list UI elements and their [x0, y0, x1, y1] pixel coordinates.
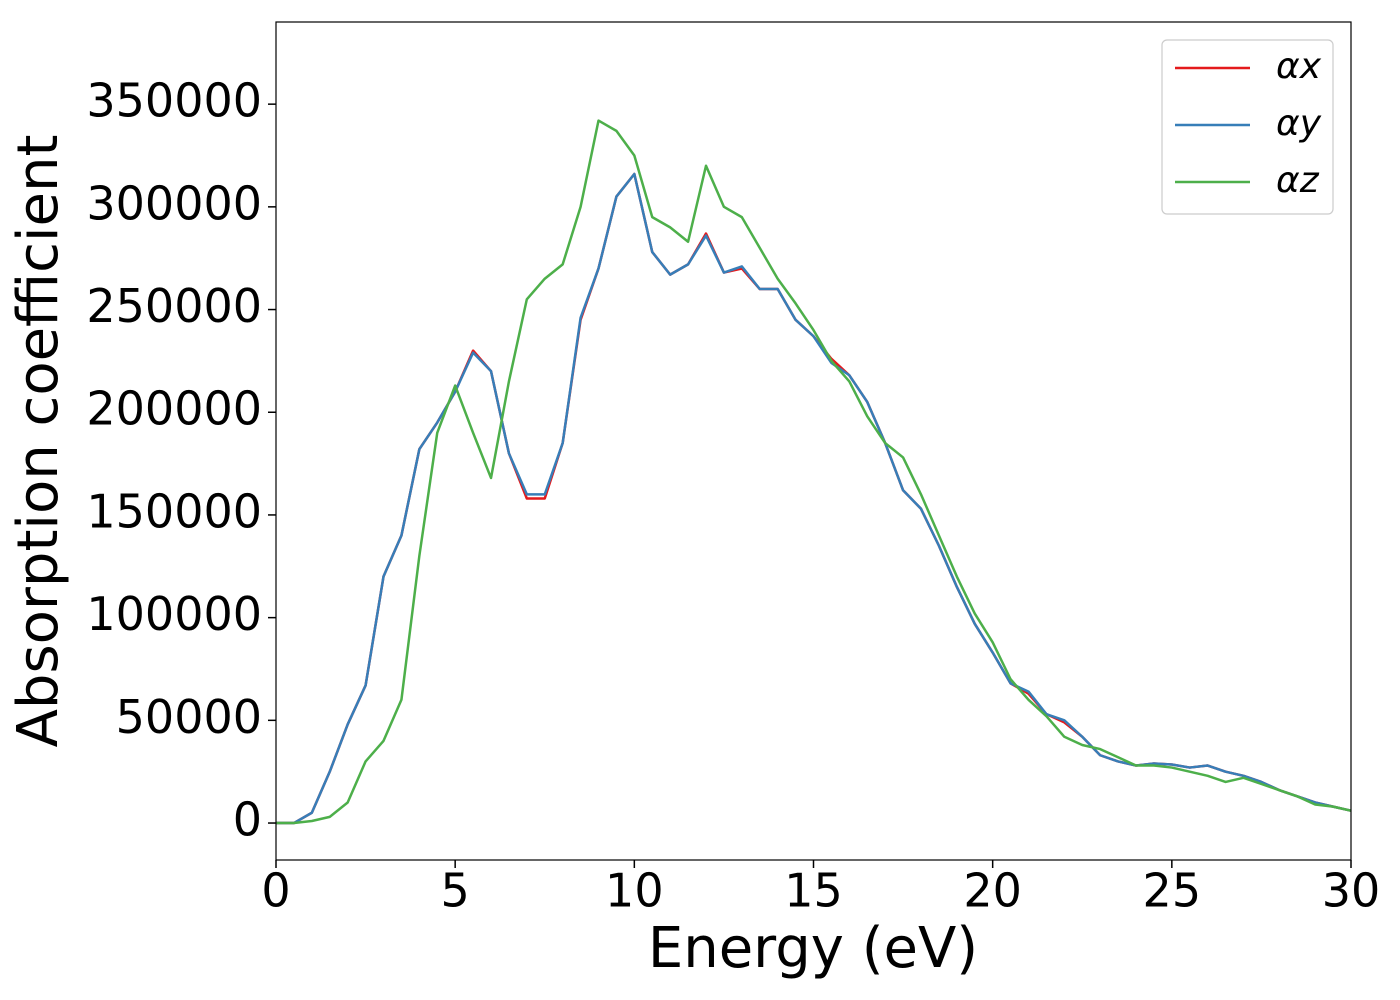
y-tick-label: 150000 [86, 484, 262, 538]
y-tick-label: 300000 [86, 176, 262, 230]
legend-label: αy [1276, 103, 1322, 144]
x-tick-label: 30 [1322, 864, 1381, 918]
x-tick-label: 5 [441, 864, 470, 918]
legend-label: αx [1276, 46, 1322, 87]
y-tick-label: 0 [233, 793, 262, 847]
y-tick-label: 50000 [116, 690, 262, 744]
x-tick-label: 10 [605, 864, 664, 918]
x-tick-label: 0 [261, 864, 290, 918]
plot-frame [275, 21, 1352, 861]
legend-box [1161, 39, 1334, 215]
x-tick-label: 20 [963, 864, 1022, 918]
y-tick-label: 200000 [86, 382, 262, 436]
y-tick-label: 250000 [86, 279, 262, 333]
series-line [276, 172, 1352, 825]
x-axis-label: Energy (eV) [648, 916, 978, 981]
series-line [276, 119, 1352, 825]
y-tick-label: 350000 [86, 74, 262, 128]
x-tick-label: 15 [784, 864, 843, 918]
x-tick-label: 25 [1143, 864, 1202, 918]
y-tick-label: 100000 [86, 587, 262, 641]
y-axis-label: Absorption coefficient [6, 135, 71, 748]
legend-label: αz [1276, 160, 1320, 201]
